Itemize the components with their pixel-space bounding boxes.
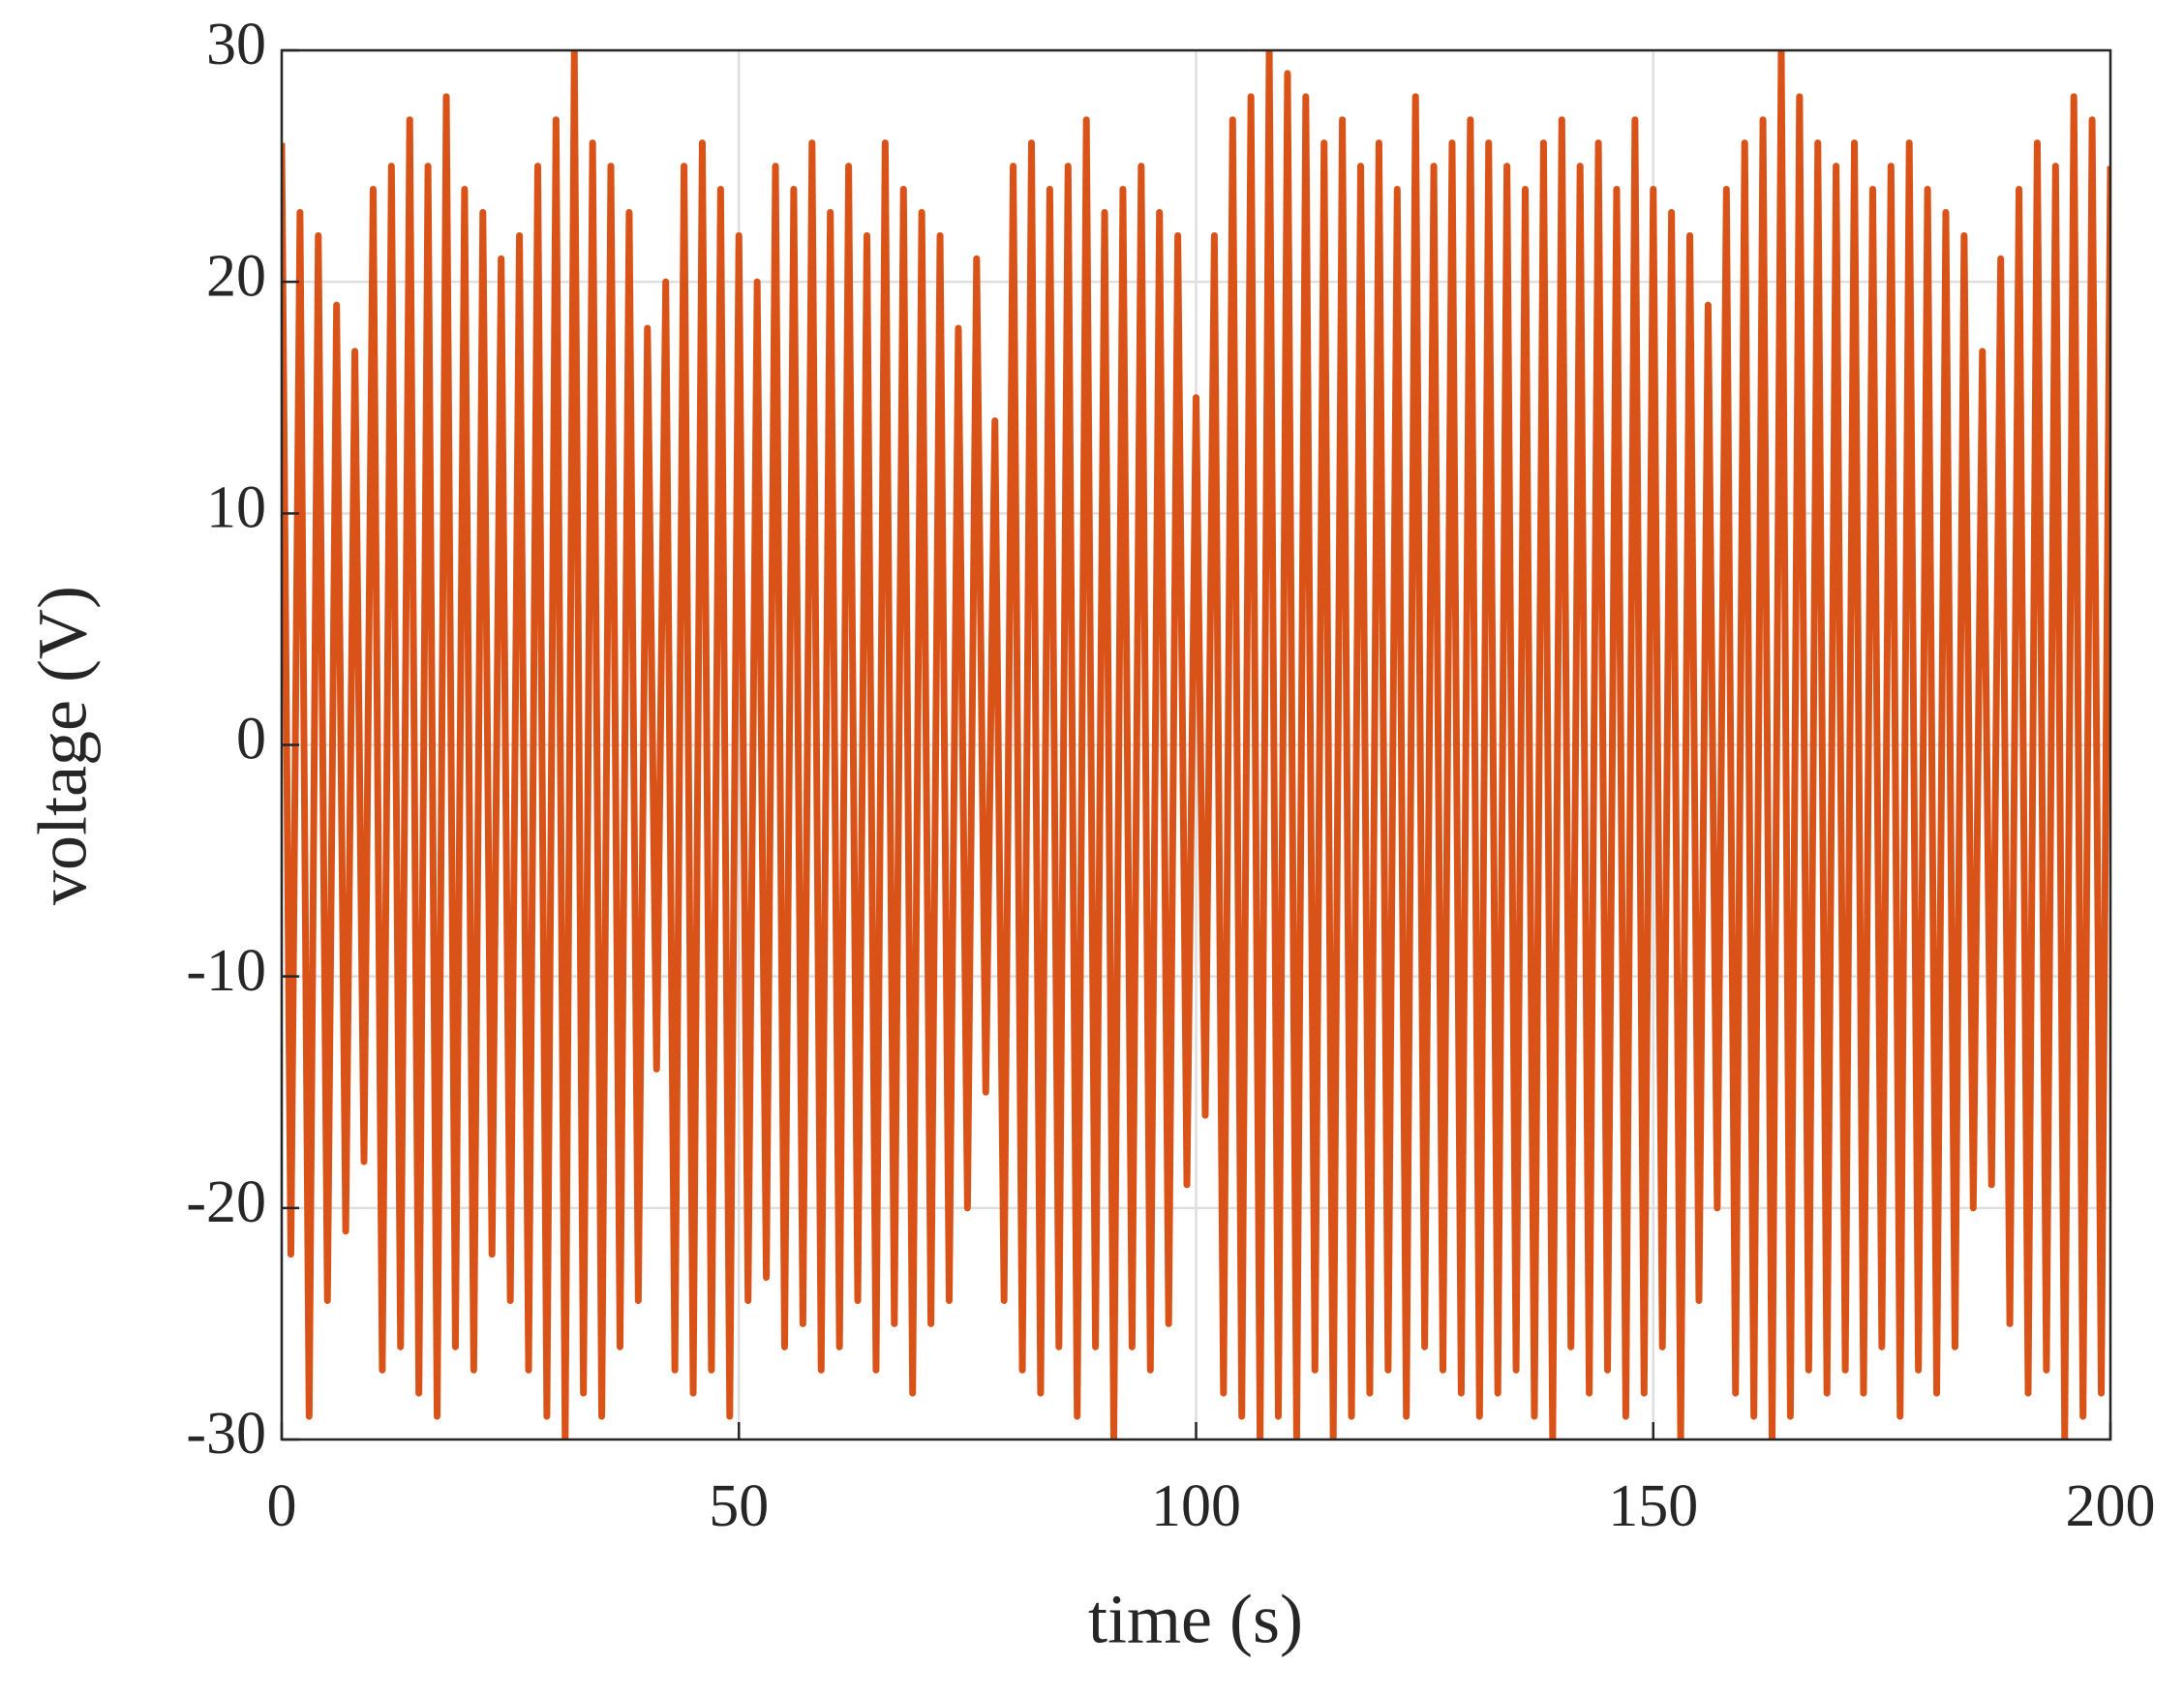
x-tick-label: 100 — [1151, 1473, 1241, 1539]
x-tick-label: 150 — [1608, 1473, 1698, 1539]
y-tick-label: 10 — [206, 475, 266, 541]
y-tick-label: -30 — [186, 1401, 266, 1467]
data-line — [282, 50, 2110, 1439]
y-axis-label: voltage (V) — [24, 586, 102, 905]
x-tick-label: 200 — [2066, 1473, 2156, 1539]
x-axis-label: time (s) — [1088, 1581, 1303, 1658]
x-tick-label: 0 — [267, 1473, 297, 1539]
x-tick-label: 50 — [709, 1473, 769, 1539]
y-tick-label: 0 — [236, 707, 266, 773]
y-tick-label: 30 — [206, 12, 266, 77]
y-tick-label: -20 — [186, 1169, 266, 1235]
plot-area — [282, 50, 2110, 1439]
y-tick-label: 20 — [206, 243, 266, 309]
y-tick-label: -10 — [186, 938, 266, 1004]
